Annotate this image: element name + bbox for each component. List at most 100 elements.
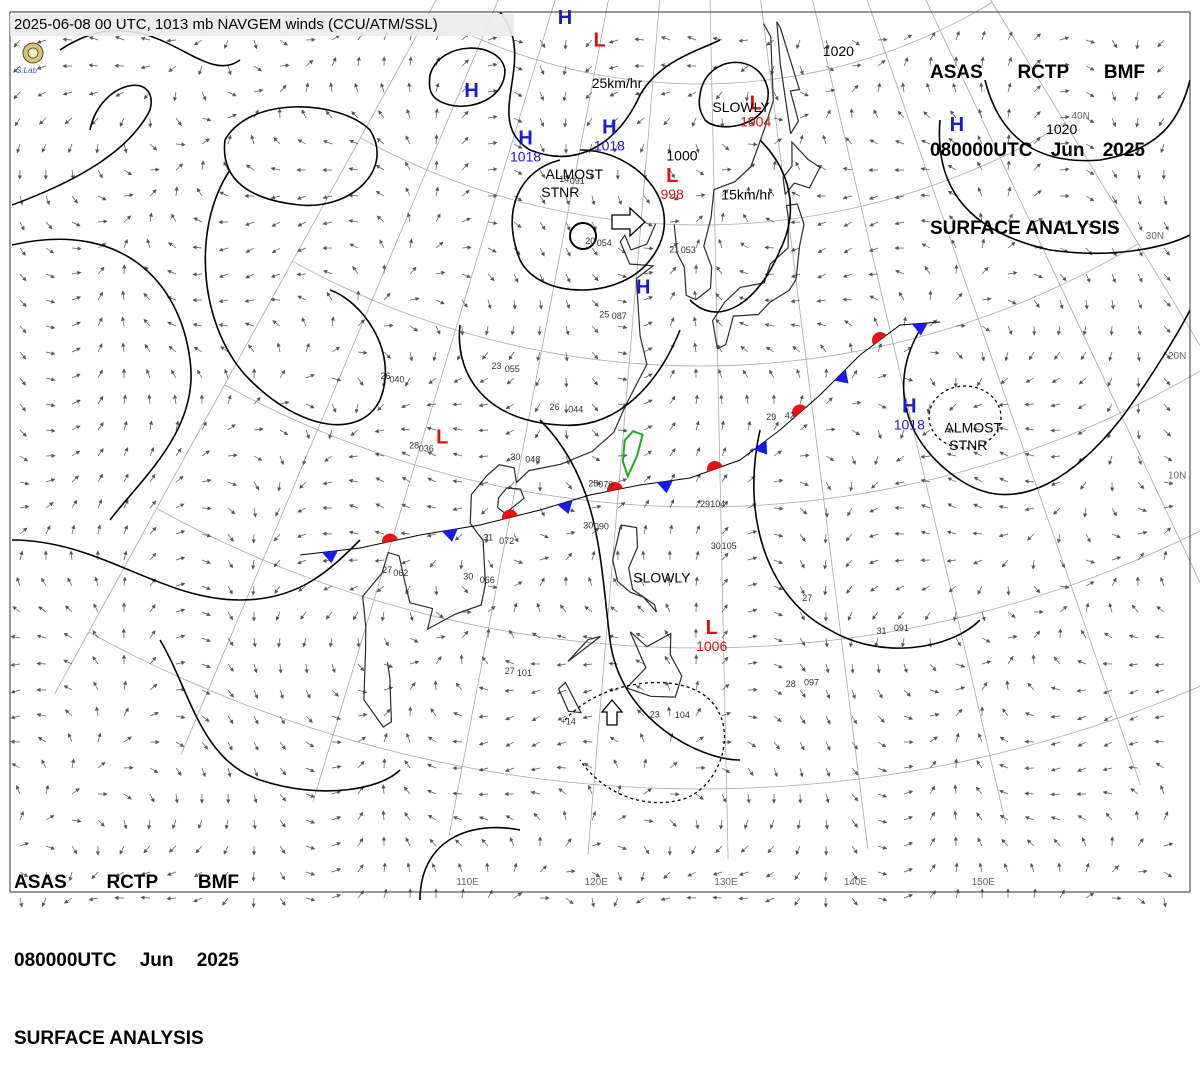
station-report: 087 — [612, 311, 627, 321]
station-report: 104 — [710, 499, 725, 509]
longitude-label: 120E — [585, 877, 609, 888]
analysis-month: Jun — [140, 948, 174, 974]
analysis-block-top-right: ASAS RCTP BMF 080000UTC Jun 2025 SURFACE ANA… — [930, 8, 1145, 268]
station-report: 040 — [390, 374, 405, 384]
station-report: 26 — [550, 402, 560, 412]
central-pressure-value: 1018 — [894, 416, 925, 432]
station-report: 054 — [597, 238, 612, 248]
header-title: 2025-06-08 00 UTC, 1013 mb NAVGEM winds … — [14, 16, 438, 33]
station-report: 28 — [786, 679, 796, 689]
station-report: 30 — [583, 521, 593, 531]
latitude-label: 20N — [1168, 351, 1186, 362]
longitude-label: 110E — [456, 877, 479, 888]
station-code: RCTP — [1017, 60, 1069, 86]
station-report: +14 — [561, 717, 576, 727]
wind-arrow — [254, 898, 255, 907]
station-report: 104 — [675, 710, 690, 720]
high-pressure-symbol: H — [464, 80, 478, 102]
station-report: 25 — [599, 309, 609, 319]
station-report: 091 — [894, 623, 909, 633]
station-report: 29 — [766, 412, 776, 422]
low-pressure-symbol: L — [593, 29, 605, 51]
station-report: 30 — [711, 541, 721, 551]
map-annotation: STNR — [541, 184, 579, 200]
station-report: 31 — [877, 626, 887, 636]
station-report: 31 — [483, 533, 493, 543]
header-bar: 2025-06-08 00 UTC, 1013 mb NAVGEM winds … — [10, 14, 514, 36]
longitude-label: 150E — [972, 877, 996, 888]
origin-code: ASAS — [14, 870, 67, 896]
station-report: 066 — [480, 575, 495, 585]
wind-arrow — [583, 742, 592, 743]
low-pressure-symbol: L — [666, 165, 678, 187]
wind-arrow — [566, 378, 567, 387]
central-pressure-value: 1018 — [594, 138, 625, 154]
wind-arrow — [384, 759, 385, 768]
map-annotation: ALMOST — [945, 420, 1003, 436]
analysis-time: 080000UTC — [14, 948, 116, 974]
wind-arrow — [826, 369, 827, 378]
map-annotation: 15km/hr — [721, 186, 772, 202]
station-report: 053 — [681, 245, 696, 255]
station-report: 090 — [594, 522, 609, 532]
analysis-year: 2025 — [1103, 138, 1145, 164]
station-report: 27 — [802, 593, 812, 603]
wind-arrow — [722, 118, 723, 127]
lab-logo-icon: S.Lab — [14, 40, 52, 76]
station-report: 101 — [517, 668, 532, 678]
wind-arrow — [37, 664, 46, 665]
wind-arrow — [852, 109, 853, 118]
central-pressure-value: 1006 — [696, 638, 727, 654]
wind-arrow — [1025, 742, 1034, 743]
central-pressure-value: 1004 — [740, 114, 771, 130]
latitude-label: 10N — [1168, 471, 1186, 482]
station-report: 097 — [804, 678, 819, 688]
high-pressure-symbol: H — [558, 7, 572, 29]
wind-arrow — [878, 40, 887, 41]
high-pressure-symbol: H — [636, 276, 650, 298]
station-report: 27 — [382, 565, 392, 575]
central-pressure-value: 998 — [661, 186, 685, 202]
map-annotation: ALMOST — [546, 166, 604, 182]
station-report: 27 — [505, 666, 515, 676]
origin-code: ASAS — [930, 60, 983, 86]
issuer-code: BMF — [198, 870, 239, 896]
station-report: 21 — [669, 245, 679, 255]
station-report: 29 — [700, 499, 710, 509]
station-report: 072 — [499, 536, 514, 546]
low-pressure-symbol: L — [706, 617, 718, 639]
station-report: 28 — [409, 440, 419, 450]
high-pressure-symbol: H — [902, 395, 916, 417]
wind-arrow — [271, 300, 280, 301]
logo-text: S.Lab — [16, 66, 37, 75]
station-report: 23 — [650, 709, 660, 719]
station-report: 28 — [588, 479, 598, 489]
analysis-month: Jun — [1051, 138, 1085, 164]
station-report: 036 — [419, 443, 434, 453]
station-report: 30 — [463, 572, 473, 582]
analysis-year: 2025 — [197, 948, 239, 974]
station-report: 30 — [511, 452, 521, 462]
wind-arrow — [1138, 404, 1139, 413]
analysis-title: SURFACE ANALYSIS — [14, 1026, 239, 1052]
map-annotation: SLOWLY — [633, 569, 691, 585]
wind-arrow — [826, 872, 827, 881]
station-report: 046 — [525, 455, 540, 465]
map-annotation: 1000 — [666, 148, 697, 164]
wind-arrow — [436, 586, 437, 595]
station-report: 105 — [722, 541, 737, 551]
high-pressure-symbol: H — [518, 128, 532, 150]
map-annotation: 25km/hr — [592, 75, 643, 91]
station-report: 23 — [492, 361, 502, 371]
map-annotation: 1020 — [823, 43, 854, 59]
latitude-label: 30N — [1146, 231, 1164, 242]
station-report: 044 — [568, 405, 583, 415]
issuer-code: BMF — [1104, 60, 1145, 86]
latitude-label: 50N — [997, 0, 1015, 2]
station-report: 055 — [505, 364, 520, 374]
station-report: 42 — [785, 410, 795, 420]
analysis-time: 080000UTC — [930, 138, 1032, 164]
analysis-title: SURFACE ANALYSIS — [930, 216, 1145, 242]
low-pressure-symbol: L — [436, 427, 448, 449]
